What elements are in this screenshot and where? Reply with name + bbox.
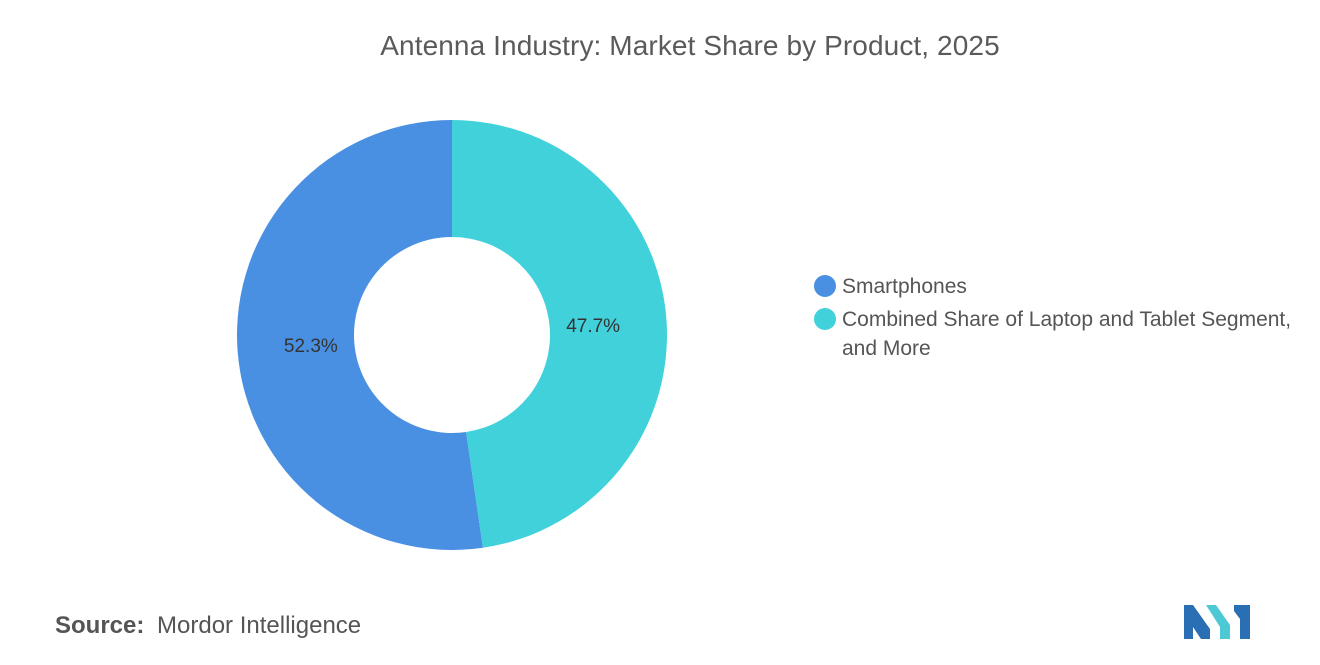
logo-shape-right xyxy=(1234,605,1250,639)
legend-swatch-laptop-tablet xyxy=(814,308,836,330)
source-key: Source: xyxy=(55,612,145,639)
logo-shape-middle xyxy=(1206,605,1230,639)
mordor-intelligence-logo-icon xyxy=(1184,605,1250,639)
data-label-smartphones: 52.3% xyxy=(284,336,338,357)
source-value: Mordor Intelligence xyxy=(157,612,362,639)
legend-label-laptop-tablet: Combined Share of Laptop and Tablet Segm… xyxy=(842,308,1292,360)
logo-shape-left xyxy=(1184,605,1210,639)
donut-slice-smartphones[interactable] xyxy=(236,120,483,550)
legend-item-smartphones[interactable]: Smartphones xyxy=(814,272,1294,301)
donut-slices xyxy=(236,120,667,550)
donut-slice-laptop-tablet[interactable] xyxy=(452,120,667,548)
legend-swatch-smartphones xyxy=(814,275,836,297)
donut-data-labels: 52.3% 47.7% xyxy=(284,316,620,357)
legend-item-laptop-tablet[interactable]: Combined Share of Laptop and Tablet Segm… xyxy=(814,305,1294,363)
chart-legend: Smartphones Combined Share of Laptop and… xyxy=(814,272,1294,367)
legend-label-smartphones: Smartphones xyxy=(842,275,967,298)
chart-title: Antenna Industry: Market Share by Produc… xyxy=(380,30,1000,61)
source-note: Source: Mordor Intelligence xyxy=(55,612,361,640)
data-label-laptop-tablet: 47.7% xyxy=(566,316,620,337)
